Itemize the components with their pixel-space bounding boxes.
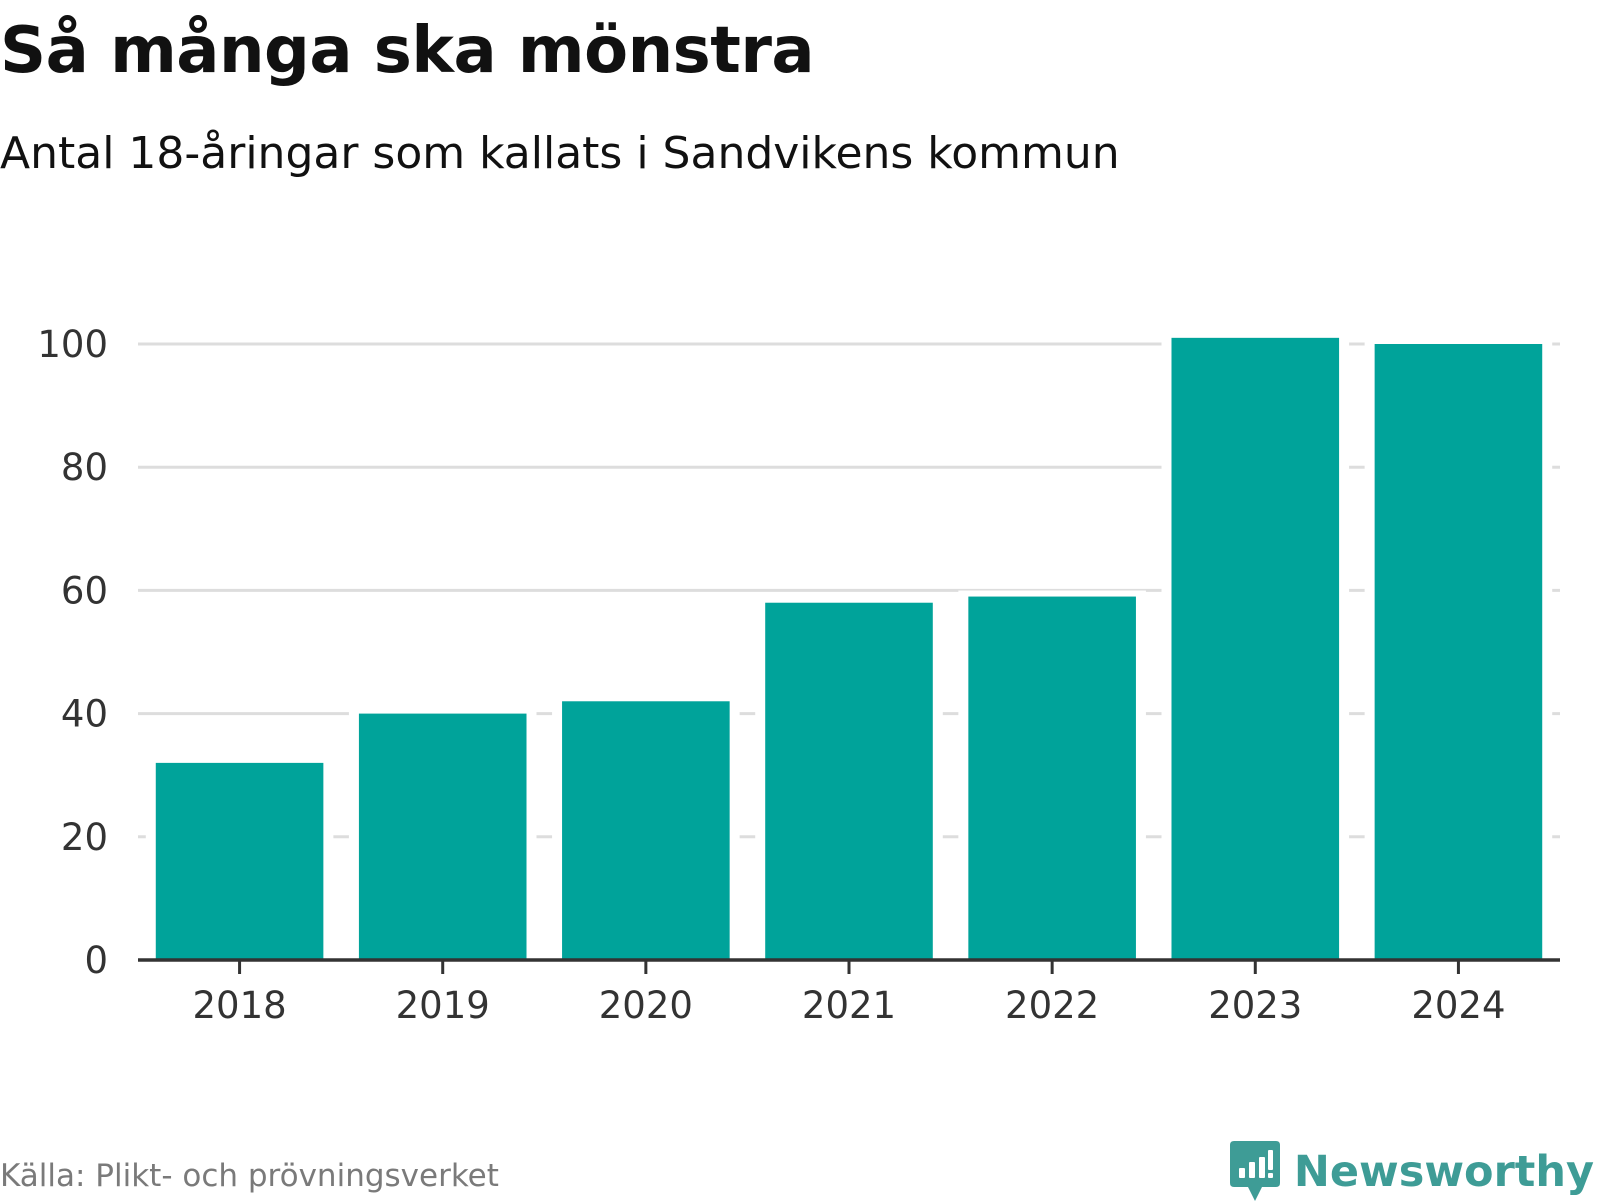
source-credit: Källa: Plikt- och prövningsverket [0,1158,499,1194]
bar [1374,344,1543,960]
x-tick-label: 2020 [599,984,693,1027]
newsworthy-logo-icon [1229,1141,1280,1201]
x-tick-label: 2018 [192,984,286,1027]
y-tick-label: 60 [61,569,108,612]
bar [155,762,324,960]
brand-logo: Newsworthy [1229,1141,1594,1203]
bar [968,596,1136,960]
bars [145,331,1553,961]
bar [1171,337,1340,961]
y-tick-label: 20 [61,816,108,859]
chart-title: Så många ska mönstra [0,14,815,88]
x-tick-label: 2023 [1208,984,1302,1027]
y-axis-ticks: 0 20 40 60 80 100 [37,323,108,982]
bar [562,701,730,960]
y-tick-label: 80 [61,446,108,489]
bar-chart: 0 20 40 60 80 100 2018 2019 2020 2021 2022 2023 202… [37,323,1560,1027]
bar [765,602,933,960]
x-tick-label: 2019 [396,984,490,1027]
x-axis-ticks: 2018 2019 2020 2021 2022 2023 2024 [192,960,1506,1027]
x-tick-label: 2021 [802,984,896,1027]
y-tick-label: 100 [37,323,108,366]
x-tick-label: 2022 [1005,984,1099,1027]
brand-name: Newsworthy [1293,1147,1594,1197]
x-tick-label: 2024 [1411,984,1505,1027]
y-tick-label: 0 [84,939,108,982]
chart-subtitle: Antal 18-åringar som kallats i Sandviken… [0,128,1120,179]
bar [358,713,527,960]
y-tick-label: 40 [61,693,108,736]
